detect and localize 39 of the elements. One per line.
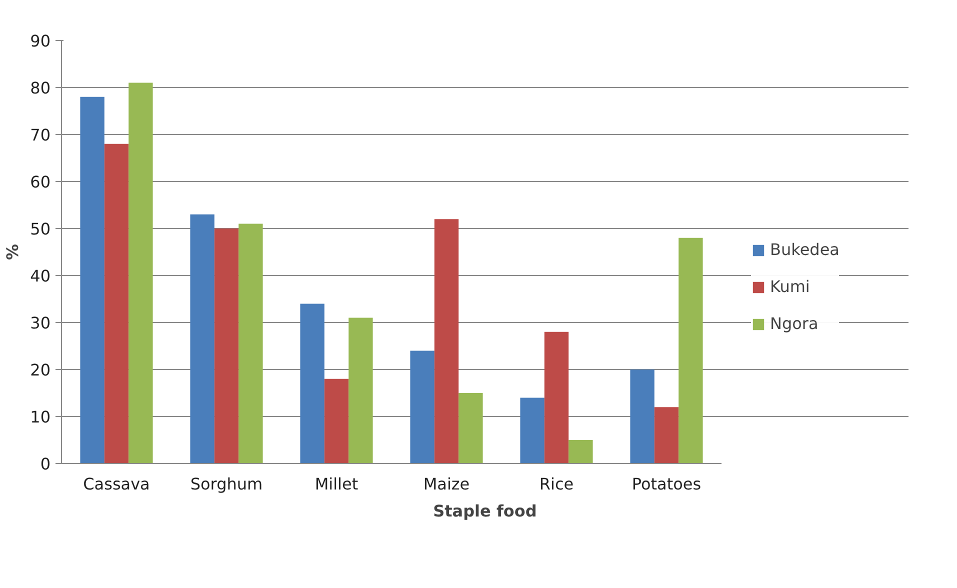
bar <box>324 378 349 464</box>
x-tick-label: Maize <box>423 474 470 494</box>
bar <box>678 238 703 464</box>
bar <box>630 370 654 464</box>
bar <box>520 398 544 464</box>
legend-label: Bukedea <box>770 240 840 259</box>
y-tick-label: 80 <box>30 78 50 98</box>
bar <box>654 407 679 464</box>
x-tick-label: Millet <box>314 474 358 494</box>
y-tick-label: 0 <box>40 454 51 474</box>
x-axis-title: Staple food <box>433 502 537 520</box>
x-tick-label: Cassava <box>83 474 150 494</box>
x-tick-label: Potatoes <box>632 474 702 494</box>
bar <box>300 304 324 464</box>
bar <box>568 440 593 464</box>
bar <box>214 228 239 464</box>
y-tick-label: 30 <box>30 314 50 332</box>
bar <box>128 82 153 464</box>
x-tick-label: Rice <box>539 474 574 494</box>
bar <box>544 332 569 464</box>
y-tick-label: 20 <box>30 360 50 380</box>
y-axis-title: % <box>3 244 22 260</box>
y-tick-label: 90 <box>30 32 50 50</box>
bar <box>348 318 373 464</box>
y-tick-label: 70 <box>30 126 50 144</box>
bar <box>458 393 483 464</box>
y-tick-label: 40 <box>30 266 50 286</box>
legend-label: Kumi <box>770 277 810 296</box>
bar <box>238 224 263 464</box>
legend-label: Ngora <box>770 314 818 333</box>
bar <box>104 144 129 464</box>
y-tick-label: 50 <box>30 220 50 238</box>
bar <box>80 96 104 464</box>
y-tick-label: 60 <box>30 172 50 192</box>
x-tick-label: Sorghum <box>190 474 263 494</box>
bar <box>434 219 459 464</box>
bar <box>190 214 214 464</box>
y-tick-label: 10 <box>30 408 50 426</box>
bar <box>410 350 434 464</box>
